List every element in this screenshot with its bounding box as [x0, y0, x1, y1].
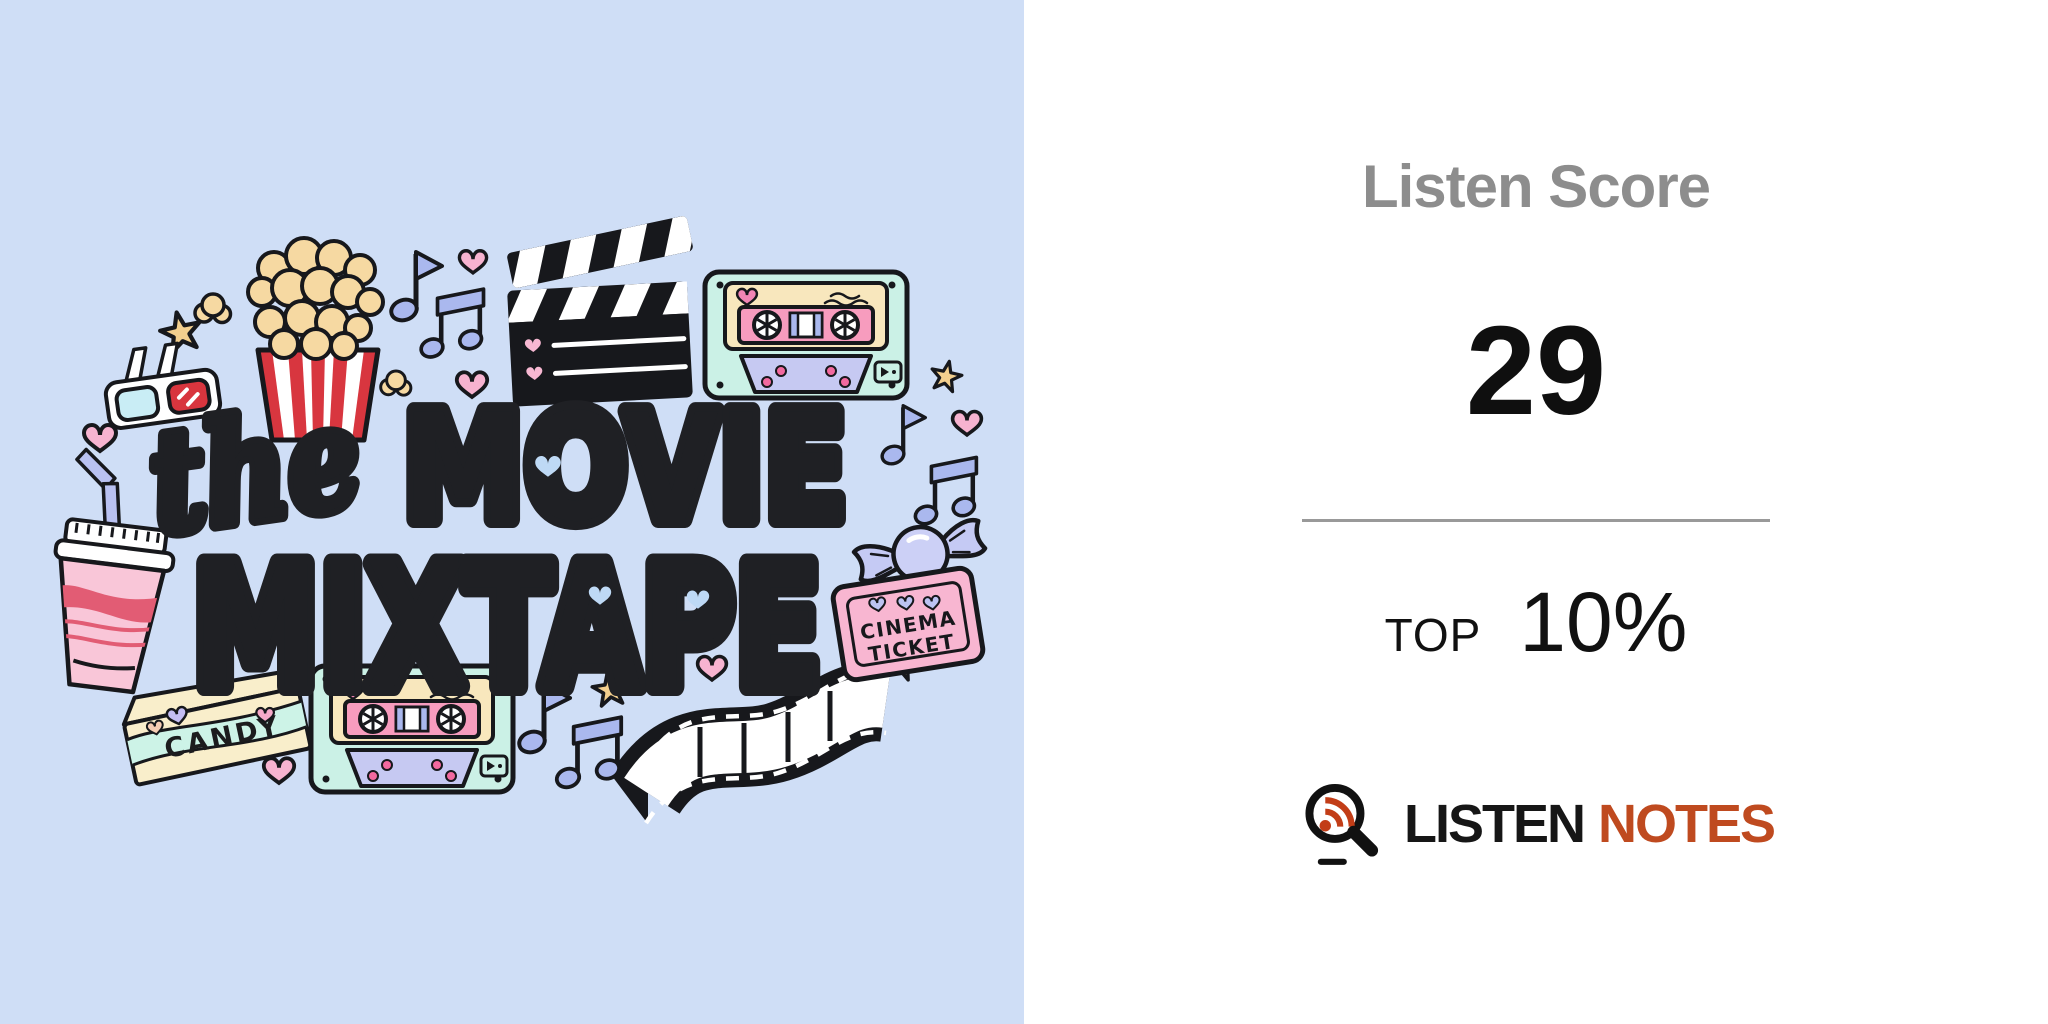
top-label: TOP — [1384, 609, 1482, 661]
brand-word-notes: NOTES — [1597, 794, 1776, 854]
art-background — [0, 0, 1024, 1024]
candy-box-icon: CANDY — [121, 668, 313, 787]
title-lettering: the MOVIE MIXTAPE — [133, 368, 857, 736]
title-script-the: the — [140, 375, 371, 567]
top-percentile: TOP 10% — [1024, 574, 2048, 671]
listen-score-value: 29 — [1465, 300, 1607, 441]
magnifier-rss-icon — [1305, 783, 1379, 865]
title-word-mixtape: MIXTAPE — [192, 530, 822, 726]
straw-icon — [75, 447, 117, 491]
divider-line — [1302, 519, 1770, 522]
film-strip-icon — [612, 661, 892, 825]
cinema-ticket-icon: CINEMA TICKET — [830, 565, 986, 683]
popcorn-pile — [246, 236, 385, 361]
title-word-movie: MOVIE — [403, 382, 848, 554]
popcorn-bucket-icon — [246, 236, 385, 443]
brand-word-listen: LISTEN — [1403, 794, 1586, 854]
3d-glasses-icon — [103, 341, 223, 430]
listen-score-title: Listen Score — [1361, 153, 1711, 220]
soda-cup-icon — [48, 447, 176, 695]
listen-notes-logo[interactable]: LISTEN NOTES — [1024, 776, 2048, 872]
wrapped-candy-icon — [851, 517, 988, 584]
cassette-tape-top-icon — [705, 272, 907, 398]
clapperboard-icon — [507, 215, 694, 407]
listen-score-panel: Listen Score 29 TOP 10% LISTEN NOTES — [1024, 0, 2048, 1024]
cover-art-svg: CANDY — [0, 0, 1024, 1024]
percentile-value: 10% — [1519, 575, 1688, 669]
podcast-cover-art: CANDY — [0, 0, 1024, 1024]
